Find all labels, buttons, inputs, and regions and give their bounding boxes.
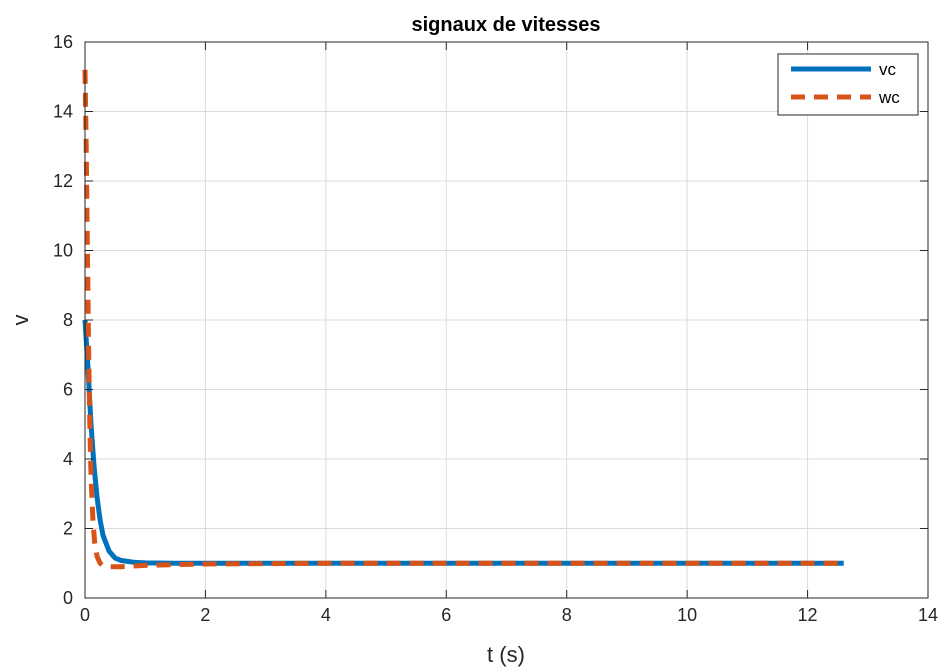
- x-tick-label: 4: [321, 605, 331, 625]
- x-tick-label: 14: [918, 605, 938, 625]
- x-tick-label: 10: [677, 605, 697, 625]
- y-tick-label: 8: [63, 310, 73, 330]
- x-axis-label: t (s): [487, 642, 525, 667]
- legend-label-vc: vc: [879, 60, 897, 79]
- y-tick-label: 16: [53, 32, 73, 52]
- legend-box: [777, 53, 919, 116]
- x-tick-label: 12: [798, 605, 818, 625]
- y-axis-label: v: [8, 315, 33, 326]
- legend: vc wc: [777, 53, 919, 116]
- y-tick-label: 0: [63, 588, 73, 608]
- x-tick-label: 2: [200, 605, 210, 625]
- y-tick-label: 4: [63, 449, 73, 469]
- y-tick-label: 2: [63, 519, 73, 539]
- series-line-wc: [82, 69, 844, 570]
- y-tick-label: 6: [63, 380, 73, 400]
- tick-layer: 0 2 4 6 8 10 12 14 0 2 4 6 8 10 12 14 16: [53, 32, 938, 625]
- x-tick-label: 6: [441, 605, 451, 625]
- legend-label-wc: wc: [878, 88, 900, 107]
- y-tick-label: 14: [53, 102, 73, 122]
- series-layer: [82, 69, 844, 570]
- x-tick-label: 8: [562, 605, 572, 625]
- y-tick-label: 12: [53, 171, 73, 191]
- chart-title: signaux de vitesses: [412, 14, 601, 36]
- y-tick-label: 10: [53, 241, 73, 261]
- x-tick-label: 0: [80, 605, 90, 625]
